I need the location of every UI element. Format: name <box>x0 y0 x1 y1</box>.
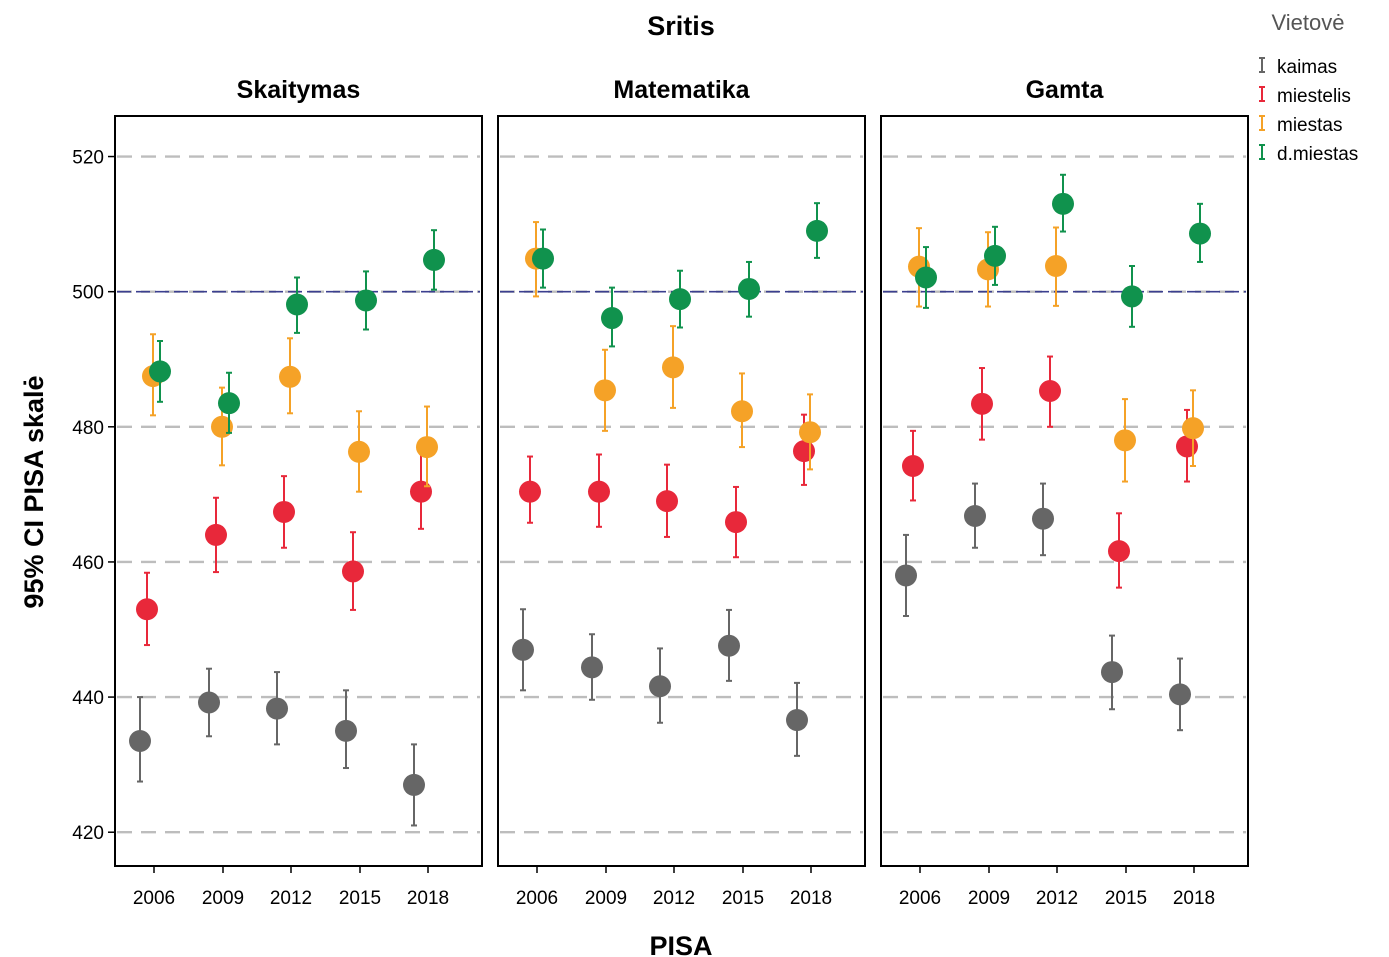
point-kaimas <box>786 709 808 732</box>
point-miestas <box>279 365 301 388</box>
x-tick-label: 2015 <box>339 888 381 909</box>
point-miestelis <box>793 440 815 463</box>
point-d.miestas <box>738 277 760 300</box>
x-tick-label: 2018 <box>1173 888 1215 909</box>
point-miestelis <box>1039 380 1061 402</box>
point-d.miestas <box>984 244 1006 267</box>
point-d.miestas <box>149 360 171 383</box>
panel-frame <box>880 115 1249 867</box>
x-axis-label: PISA <box>649 931 712 957</box>
point-d.miestas <box>286 293 308 316</box>
point-kaimas <box>335 719 357 742</box>
panels-group: Skaitymas 2006 2009 2012 2015 2018 Matematika 2… <box>114 76 1249 909</box>
legend-label: miestas <box>1277 115 1342 136</box>
point-d.miestas <box>915 266 937 289</box>
chart-title: Sritis <box>647 11 715 41</box>
point-kaimas <box>581 656 603 679</box>
point-kaimas <box>649 675 671 698</box>
point-miestelis <box>902 455 924 477</box>
x-tick-label: 2015 <box>1105 888 1147 909</box>
x-tick-label: 2006 <box>516 888 558 909</box>
x-tick-label: 2009 <box>968 888 1010 909</box>
point-miestelis <box>519 480 541 503</box>
x-tick-label: 2015 <box>722 888 764 909</box>
point-kaimas <box>895 564 917 587</box>
point-d.miestas <box>1052 192 1074 215</box>
point-miestas <box>662 356 684 379</box>
point-kaimas <box>266 697 288 720</box>
y-tick-label: 520 <box>72 148 104 169</box>
point-kaimas <box>129 730 151 752</box>
point-miestas <box>1182 417 1204 440</box>
point-kaimas <box>198 691 220 714</box>
legend-label: d.miestas <box>1277 144 1358 165</box>
point-miestas <box>1114 429 1136 452</box>
point-miestelis <box>971 392 993 415</box>
panel-2: Gamta 2006 2009 2012 2015 2018 <box>880 76 1249 909</box>
x-tick-label: 2018 <box>790 888 832 909</box>
legend-label: kaimas <box>1277 57 1337 78</box>
legend-title: Vietovė <box>1272 10 1345 35</box>
point-d.miestas <box>806 219 828 242</box>
point-d.miestas <box>532 247 554 270</box>
y-tick-label: 440 <box>72 688 104 709</box>
point-miestelis <box>205 523 227 546</box>
legend-item-d.miestas: d.miestas <box>1259 144 1358 165</box>
point-miestelis <box>1108 540 1130 563</box>
point-d.miestas <box>218 392 240 415</box>
point-kaimas <box>403 773 425 796</box>
x-tick-label: 2009 <box>202 888 244 909</box>
point-d.miestas <box>669 288 691 311</box>
point-d.miestas <box>355 289 377 312</box>
point-miestas <box>416 436 438 459</box>
point-kaimas <box>512 638 534 661</box>
x-tick-label: 2012 <box>1036 888 1078 909</box>
x-tick-label: 2012 <box>270 888 312 909</box>
point-d.miestas <box>1121 285 1143 308</box>
x-tick-label: 2006 <box>133 888 175 909</box>
x-tick-label: 2018 <box>407 888 449 909</box>
point-kaimas <box>1169 683 1191 706</box>
y-tick-label: 460 <box>72 553 104 574</box>
legend-item-miestas: miestas <box>1259 115 1342 136</box>
y-axis-label: 95% CI PISA skalė <box>19 375 49 608</box>
point-kaimas <box>718 634 740 657</box>
point-d.miestas <box>1189 222 1211 245</box>
panel-title: Gamta <box>1026 76 1105 104</box>
point-kaimas <box>1032 507 1054 530</box>
panel-0: Skaitymas 2006 2009 2012 2015 2018 <box>114 76 483 909</box>
y-tick-label: 420 <box>72 823 104 844</box>
y-tick-label: 500 <box>72 283 104 304</box>
point-d.miestas <box>601 307 623 330</box>
legend-item-miestelis: miestelis <box>1259 86 1351 107</box>
panel-title: Matematika <box>613 76 750 104</box>
point-miestas <box>348 440 370 463</box>
panel-1: Matematika 2006 2009 2012 2015 2018 <box>497 76 866 909</box>
point-miestelis <box>273 500 295 523</box>
point-miestas <box>731 400 753 423</box>
legend-item-kaimas: kaimas <box>1259 57 1337 78</box>
point-miestelis <box>136 598 158 621</box>
point-miestas <box>799 421 821 444</box>
panel-frame <box>497 115 866 867</box>
x-tick-label: 2012 <box>653 888 695 909</box>
point-miestas <box>594 379 616 402</box>
legend: Vietovė kaimas miestelis miestas d.miestas <box>1259 10 1358 165</box>
point-miestelis <box>588 480 610 503</box>
point-d.miestas <box>423 248 445 271</box>
y-tick-label: 480 <box>72 418 104 439</box>
point-miestelis <box>410 480 432 503</box>
point-miestelis <box>342 560 364 583</box>
panel-title: Skaitymas <box>237 76 361 104</box>
point-miestelis <box>656 490 678 513</box>
x-tick-label: 2009 <box>585 888 627 909</box>
point-miestas <box>1045 255 1067 277</box>
panel-frame <box>114 115 483 867</box>
point-kaimas <box>964 505 986 527</box>
x-tick-label: 2006 <box>899 888 941 909</box>
legend-label: miestelis <box>1277 86 1351 107</box>
point-miestelis <box>725 511 747 534</box>
point-kaimas <box>1101 661 1123 684</box>
